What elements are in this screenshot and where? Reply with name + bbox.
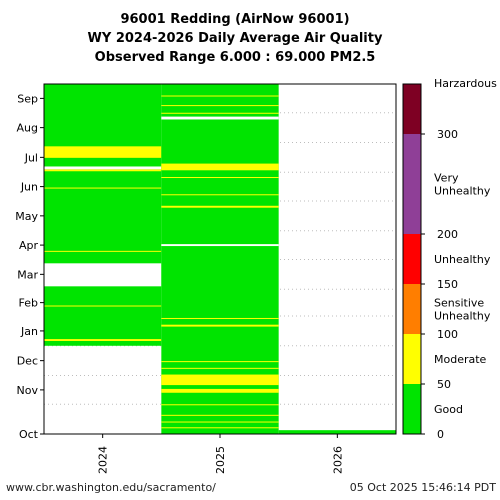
heatmap-cell-moderate — [161, 95, 279, 97]
heatmap-cell-moderate — [161, 205, 279, 208]
y-tick-label: Apr — [19, 239, 39, 252]
colorbar-segment — [403, 334, 421, 384]
colorbar-tick-label: 150 — [437, 278, 458, 291]
heatmap-cell-moderate — [44, 187, 162, 189]
colorbar-category-label: Sensitive — [434, 297, 484, 310]
colorbar-frame — [402, 83, 422, 435]
colorbar-tick-label: 100 — [437, 328, 458, 341]
heatmap-cell-moderate — [44, 250, 162, 252]
y-tick-label: Jan — [20, 325, 38, 338]
y-tick-label: May — [15, 210, 38, 223]
heatmap-cell-moderate — [161, 361, 279, 363]
heatmap-missing-data — [161, 244, 279, 247]
heatmap-cell-moderate — [161, 367, 279, 369]
x-tick-label: 2026 — [331, 446, 344, 474]
y-tick-label: Aug — [17, 122, 38, 135]
y-tick-label: Jul — [24, 151, 38, 164]
heatmap-cell-moderate — [161, 112, 279, 114]
title-line-2: WY 2024-2026 Daily Average Air Quality — [87, 31, 383, 46]
title-line-1: 96001 Redding (AirNow 96001) — [120, 12, 350, 27]
heatmap-cell-moderate — [161, 163, 279, 171]
y-tick-label: Jun — [20, 181, 38, 194]
heatmap-cell-moderate — [161, 421, 279, 423]
y-tick-label: Nov — [17, 384, 39, 397]
timestamp: 05 Oct 2025 15:46:14 PDT — [349, 481, 496, 494]
heatmap-cell-moderate — [161, 177, 279, 179]
heatmap-missing-data — [44, 166, 162, 170]
heatmap-cell-moderate — [161, 414, 279, 416]
colorbar-tick-label: 300 — [437, 128, 458, 141]
heatmap-cell-moderate — [161, 427, 279, 429]
colorbar-segment — [403, 284, 421, 334]
heatmap-cell-moderate — [161, 317, 279, 319]
x-tick-label: 2025 — [214, 446, 227, 474]
colorbar-segment — [403, 234, 421, 284]
colorbar-tick-label: 50 — [437, 378, 451, 391]
colorbar-top-label: Harzardous — [434, 77, 497, 90]
chart-title: 96001 Redding (AirNow 96001) WY 2024-202… — [0, 10, 470, 67]
y-tick-label: Mar — [17, 268, 38, 281]
colorbar-tick-label: 200 — [437, 228, 458, 241]
colorbar-category-label: Good — [434, 403, 463, 416]
y-tick-label: Feb — [19, 297, 38, 310]
heatmap-cell-moderate — [161, 324, 279, 327]
colorbar-category-label: Very — [434, 172, 459, 185]
heatmap-cell-moderate — [44, 305, 162, 307]
heatmap-cell-moderate — [161, 374, 279, 386]
x-tick-label: 2024 — [97, 446, 110, 474]
colorbar-category-label: Moderate — [434, 353, 487, 366]
heatmap-cell-good — [278, 430, 396, 434]
colorbar-category-label: Unhealthy — [434, 253, 491, 266]
heatmap-cell-moderate — [44, 339, 162, 341]
y-tick-label: Sep — [17, 92, 38, 105]
source-url[interactable]: www.cbr.washington.edu/sacramento/ — [6, 481, 216, 494]
heatmap-cell-moderate — [161, 388, 279, 393]
heatmap-cell-moderate — [44, 146, 162, 158]
heatmap-cell-moderate — [161, 105, 279, 107]
title-line-3: Observed Range 6.000 : 69.000 PM2.5 — [94, 50, 376, 65]
colorbar-category-label: Unhealthy — [434, 310, 491, 323]
heatmap-missing-data — [44, 263, 162, 287]
colorbar-category-label: Unhealthy — [434, 185, 491, 198]
y-tick-label: Oct — [19, 428, 39, 441]
heatmap-cell-moderate — [161, 404, 279, 406]
heatmap-cell-moderate — [44, 169, 162, 172]
colorbar-segment — [403, 134, 421, 234]
colorbar-segment — [403, 84, 421, 134]
heatmap-cell-good — [44, 84, 162, 346]
heatmap-missing-data — [161, 116, 279, 120]
colorbar-tick-label: 0 — [437, 428, 444, 441]
heatmap-cell-moderate — [161, 194, 279, 196]
colorbar-segment — [403, 384, 421, 434]
y-tick-label: Dec — [17, 355, 38, 368]
